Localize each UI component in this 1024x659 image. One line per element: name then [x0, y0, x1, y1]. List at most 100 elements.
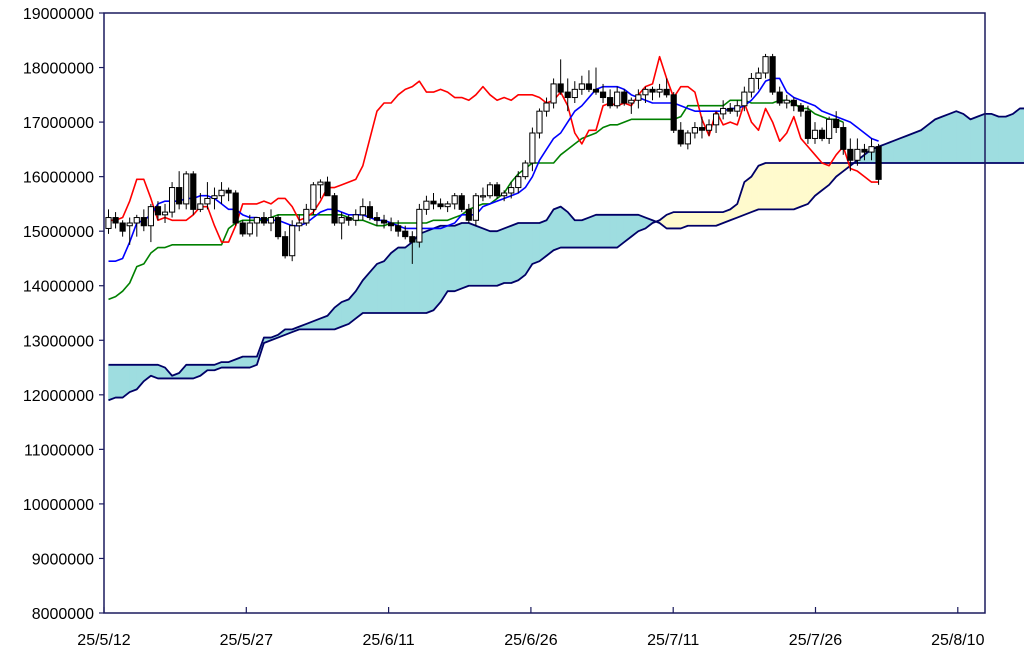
y-tick-label: 18000000 [23, 61, 94, 78]
candle-body [374, 218, 379, 221]
candle-body [325, 182, 330, 196]
candle-body [466, 209, 471, 220]
cloud-segment [758, 163, 765, 209]
candle-body [650, 89, 655, 92]
cloud-segment [462, 223, 469, 288]
candle-body [127, 223, 132, 226]
y-tick-label: 19000000 [23, 6, 94, 23]
candle-body [629, 100, 634, 103]
candle-body [438, 204, 443, 207]
candle-body [487, 185, 492, 196]
cloud-segment [426, 228, 433, 313]
candle-body [205, 198, 210, 203]
y-tick-label: 14000000 [23, 279, 94, 296]
candle-body [509, 188, 514, 193]
candle-body [473, 196, 478, 221]
cloud-segment [391, 248, 398, 313]
candle-body [721, 108, 726, 113]
candle-body [827, 119, 832, 138]
cloud-segment [801, 163, 808, 207]
cloud-segment [766, 163, 773, 209]
candle-body [219, 190, 224, 195]
cloud-segment [441, 226, 448, 302]
candle-body [735, 106, 740, 111]
candle-body [742, 92, 747, 106]
candle-body [360, 207, 365, 215]
cloud-segment [787, 163, 794, 209]
candle-body [184, 174, 189, 204]
cloud-segment [596, 215, 603, 248]
candle-body [713, 114, 718, 125]
cloud-segment [956, 111, 963, 163]
candle-body [608, 98, 613, 106]
cloud-segment [109, 365, 116, 400]
candle-body [855, 149, 860, 160]
candle-body [417, 209, 422, 242]
candle-body [459, 196, 464, 210]
cloud-segment [398, 248, 405, 313]
candle-body [678, 130, 683, 144]
y-tick-label: 17000000 [23, 115, 94, 132]
candle-body [777, 92, 782, 103]
candle-body [502, 193, 507, 196]
cloud-segment [554, 207, 561, 251]
cloud-segment [970, 117, 977, 163]
cloud-segment [483, 228, 490, 285]
candle-body [572, 89, 577, 97]
candle-body [586, 84, 591, 89]
cloud-segment [377, 261, 384, 313]
cloud-segment [935, 117, 942, 163]
candle-body [657, 89, 662, 92]
candle-body [233, 193, 238, 223]
y-tick-label: 8000000 [32, 606, 94, 623]
candle-body [805, 111, 810, 138]
cloud-segment [532, 223, 539, 264]
candle-body [275, 218, 280, 237]
candle-body [311, 185, 316, 210]
cloud-segment [116, 365, 123, 398]
cloud-segment [342, 299, 349, 326]
candle-body [410, 237, 415, 242]
cloud-segment [780, 163, 787, 209]
candle-body [452, 196, 457, 204]
cloud-segment [405, 242, 412, 313]
candle-body [876, 147, 881, 180]
candle-body [523, 163, 528, 177]
cloud-segment [773, 163, 780, 209]
candle-body [615, 92, 620, 106]
cloud-segment [589, 215, 596, 248]
candle-body [318, 182, 323, 185]
y-tick-label: 11000000 [24, 442, 94, 459]
candle-body [381, 220, 386, 223]
candle-body [530, 133, 535, 163]
candle-body [770, 57, 775, 92]
cloud-segment [518, 223, 525, 280]
candle-body [424, 201, 429, 209]
candle-body [671, 95, 676, 130]
cloud-segment [243, 357, 250, 368]
candle-body [516, 177, 521, 188]
y-tick-label: 13000000 [23, 333, 94, 350]
candle-body [148, 207, 153, 226]
candle-body [177, 188, 182, 204]
cloud-segment [497, 228, 504, 285]
candle-body [198, 204, 203, 209]
candle-body [749, 78, 754, 92]
cloud-segment [603, 215, 610, 248]
candle-body [353, 215, 358, 220]
x-tick-label: 25/7/11 [647, 632, 699, 649]
candle-body [431, 201, 436, 204]
candle-body [848, 149, 853, 160]
candle-body [367, 207, 372, 218]
candle-body [706, 125, 711, 130]
cloud-segment [511, 223, 518, 283]
candle-body [862, 149, 867, 152]
candle-body [756, 73, 761, 78]
y-tick-label: 12000000 [23, 388, 94, 405]
x-tick-label: 25/8/10 [931, 632, 984, 649]
candle-body [551, 84, 556, 103]
candle-body [819, 130, 824, 138]
cloud-segment [412, 234, 419, 313]
cloud-segment [504, 226, 511, 283]
